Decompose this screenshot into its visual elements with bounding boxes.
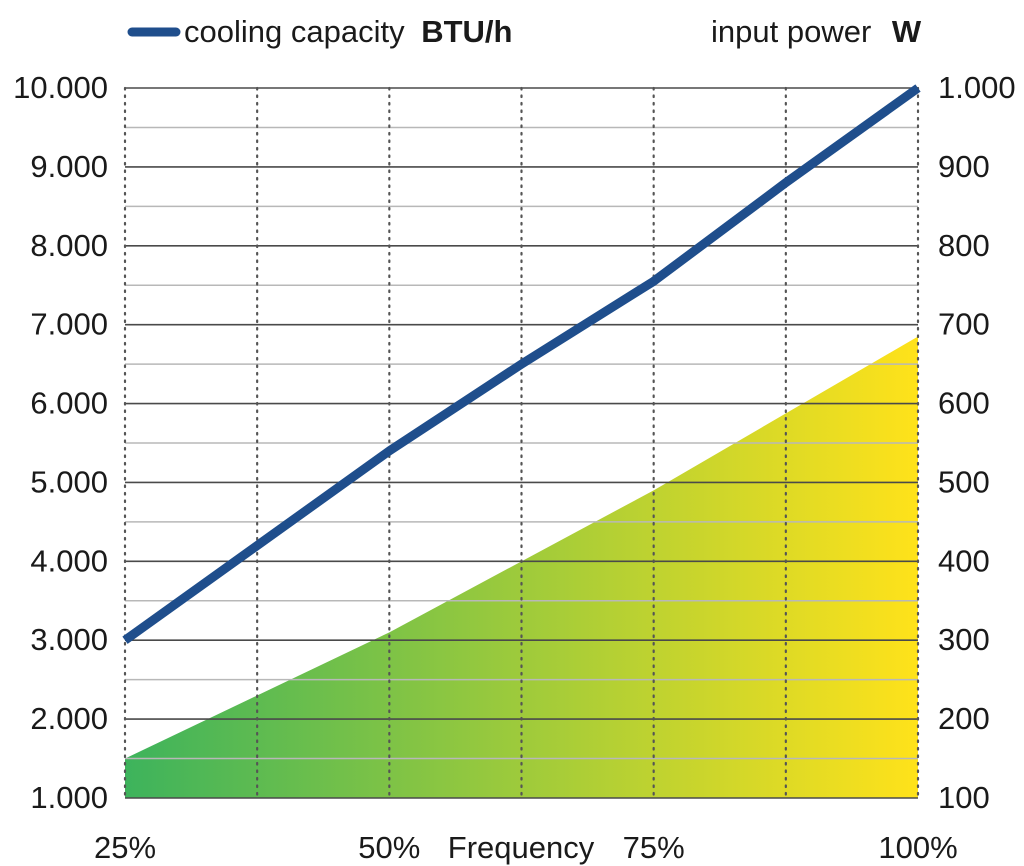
y-left-tick-label: 1.000 — [30, 780, 108, 815]
y-left-tick-label: 5.000 — [30, 464, 108, 499]
x-tick-label: 100% — [878, 830, 957, 865]
y-right-tick-label: 1.000 — [938, 70, 1016, 105]
x-tick-label: 50% — [358, 830, 420, 865]
y-right-tick-label: 800 — [938, 228, 990, 263]
y-left-tick-label: 2.000 — [30, 701, 108, 736]
legend-label-input-power: input power — [711, 14, 871, 49]
y-right-tick-label: 300 — [938, 622, 990, 657]
y-left-tick-label: 6.000 — [30, 386, 108, 421]
y-left-tick-label: 3.000 — [30, 622, 108, 657]
y-right-tick-label: 700 — [938, 307, 990, 342]
x-tick-label: 25% — [94, 830, 156, 865]
y-right-tick-label: 500 — [938, 464, 990, 499]
y-left-tick-label: 9.000 — [30, 149, 108, 184]
x-tick-label: 75% — [623, 830, 685, 865]
y-left-tick-label: 7.000 — [30, 307, 108, 342]
y-right-tick-label: 400 — [938, 543, 990, 578]
y-right-tick-label: 900 — [938, 149, 990, 184]
line-cooling-capacity — [122, 84, 921, 644]
y-left-tick-label: 10.000 — [13, 70, 108, 105]
left-axis: 1.000 2.000 3.000 4.000 5.000 6.000 7.000 8.000… — [13, 70, 108, 815]
y-right-tick-label: 100 — [938, 780, 990, 815]
legend: cooling capacity BTU/h input power W — [127, 14, 922, 49]
legend-entry-cooling-capacity: cooling capacity BTU/h — [184, 14, 512, 49]
x-axis: Frequency 25% 50% 75% 100% — [94, 830, 958, 865]
y-left-tick-label: 8.000 — [30, 228, 108, 263]
y-right-tick-label: 200 — [938, 701, 990, 736]
y-right-tick-label: 600 — [938, 386, 990, 421]
line-layer — [122, 84, 921, 644]
grid — [123, 86, 920, 800]
legend-label-cooling-capacity: cooling capacity — [184, 14, 405, 49]
y-left-tick-label: 4.000 — [30, 543, 108, 578]
legend-unit-input-power: W — [892, 14, 922, 49]
legend-unit-cooling-capacity: BTU/h — [421, 14, 512, 49]
legend-entry-input-power: input power W — [711, 14, 922, 49]
right-axis: 100 200 300 400 500 600 700 800 900 1.000 — [938, 70, 1016, 815]
x-axis-label: Frequency — [448, 830, 595, 865]
